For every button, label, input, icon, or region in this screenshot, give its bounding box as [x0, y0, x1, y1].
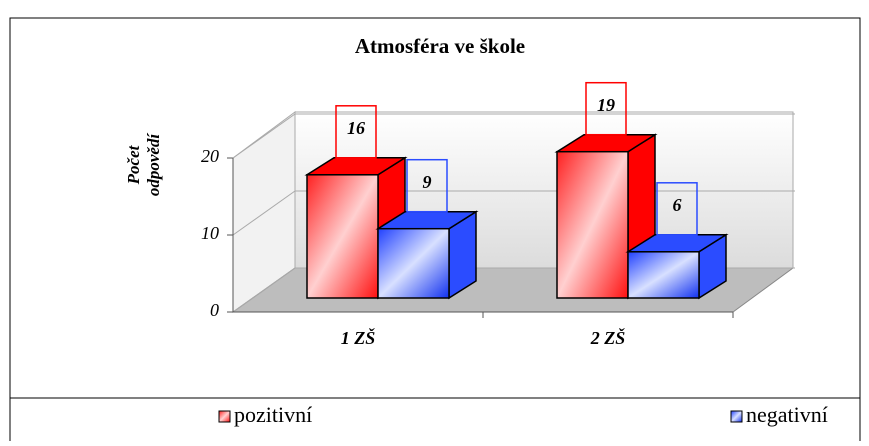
legend-swatch: [218, 410, 231, 423]
bar-front: [556, 150, 629, 299]
data-label-box: [335, 105, 377, 159]
legend-label: pozitivní: [234, 402, 312, 427]
y-tick-label: 20: [201, 146, 219, 166]
grid-line: [232, 113, 795, 159]
legend-swatch: [730, 410, 743, 423]
data-label: 19: [597, 95, 615, 115]
y-axis-label-line: odpovědí: [144, 133, 163, 197]
y-tick-label: 10: [201, 223, 219, 243]
data-label: 6: [673, 195, 682, 215]
data-label: 16: [347, 118, 365, 138]
y-tick-label: 0: [210, 300, 219, 320]
legend-label: negativní: [746, 402, 828, 427]
chart-title: Atmosféra ve škole: [355, 34, 525, 58]
data-label-box: [656, 182, 698, 236]
bar: [625, 233, 729, 300]
bar-front: [377, 227, 450, 299]
bar-front: [306, 174, 379, 299]
y-axis-label: Početodpovědí: [124, 133, 163, 197]
data-label-box: [406, 158, 448, 213]
x-tick-label: 2 ZŠ: [590, 327, 626, 348]
data-label-box: [585, 81, 627, 136]
bar-front: [627, 251, 700, 299]
x-tick-label: 1 ZŠ: [341, 327, 376, 348]
y-axis-label-line: Počet: [124, 144, 143, 185]
data-label: 9: [423, 172, 432, 192]
bar: [375, 210, 479, 300]
